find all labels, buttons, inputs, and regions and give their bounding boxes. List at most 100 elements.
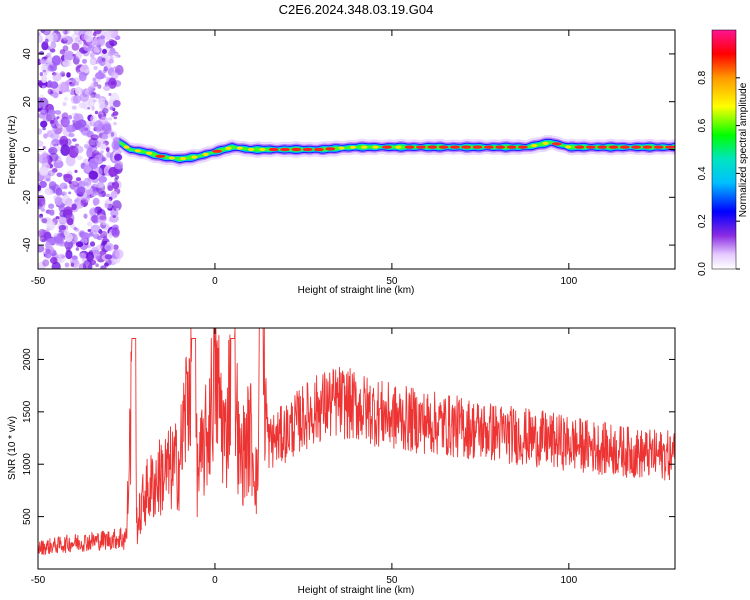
ridge-core [517,145,528,149]
y-tick-label: 500 [22,508,33,525]
noise-speckle [93,120,104,132]
noise-speckle [106,147,110,152]
noise-speckle [90,115,98,123]
noise-speckle [111,113,115,117]
noise-speckle [92,253,101,261]
noise-speckle [56,172,63,178]
ridge-core [191,155,198,159]
noise-speckle [110,190,118,199]
noise-speckle [49,120,55,124]
x-tick-label: 100 [560,575,577,586]
noise-speckle [99,215,107,221]
noise-speckle [109,39,115,43]
noise-speckle [115,249,124,259]
noise-speckle [61,73,65,77]
ridge-core [134,149,141,153]
ridge-core [542,141,549,145]
ridge-core [506,145,517,149]
ridge-core [155,154,166,158]
noise-speckle [82,64,89,71]
noise-speckle [49,210,55,216]
noise-speckle [45,57,53,64]
spectrogram-panel: -50 0 50 100 40 20 0 -20 -40 Height of straight… [7,29,676,296]
noise-speckle [89,207,98,218]
noise-speckle [108,50,114,57]
noise-speckle [114,160,124,170]
noise-speckle [85,189,93,195]
spectrogram-x-axis-label: Height of straight line (km) [298,285,415,296]
ridge-core [642,145,653,149]
colorbar-tick-label: 0.6 [697,118,708,132]
noise-speckle [72,138,77,142]
ridge-core [608,145,619,149]
x-tick-label: -50 [31,276,46,287]
noise-speckle [64,262,70,268]
noise-speckle [112,181,120,190]
noise-speckle [66,217,74,226]
noise-speckle [39,58,47,64]
noise-speckle [105,245,112,251]
ridge-core [619,145,630,149]
noise-speckle [95,71,105,80]
snr-y-axis-label: SNR (10 * v/v) [7,416,18,480]
ridge-core [123,145,130,149]
noise-speckle [74,81,79,86]
colorbar-label: Normalized spectral amplitude [738,82,749,217]
noise-speckle [68,191,72,195]
noise-speckle [95,255,102,261]
ridge-core [259,147,266,152]
noise-speckle [115,175,120,180]
ridge-core [291,147,302,152]
noise-speckle [48,147,58,155]
noise-speckle [47,170,56,177]
noise-speckle [108,166,118,177]
noise-speckle [95,181,105,189]
noise-speckle [48,109,56,115]
noise-speckle [100,35,105,40]
noise-speckle [104,254,113,260]
snr-frame [37,327,676,570]
y-tick-label: 40 [22,48,33,60]
noise-speckle [95,263,99,268]
ridge-core [212,149,223,153]
noise-speckle [62,45,69,52]
noise-speckle [94,206,103,214]
ridge-core [653,145,664,149]
noise-speckle [101,134,109,140]
noise-speckle [51,261,61,269]
noise-speckle [104,198,114,209]
noise-speckle [94,154,103,164]
noise-speckle [86,251,94,262]
noise-speckle [93,46,99,53]
noise-speckle [47,64,58,72]
noise-speckle [79,252,87,260]
noise-speckle [43,133,48,139]
noise-speckle [104,31,112,41]
noise-speckle [89,52,95,59]
noise-speckle [94,30,102,35]
noise-speckle [108,58,114,64]
noise-speckle [38,80,42,84]
noise-speckle [108,217,115,223]
noise-speckle [107,117,113,121]
snr-x-ticks: -50 0 50 100 [31,328,578,586]
noise-speckle [98,192,105,198]
noise-speckle [66,89,71,93]
noise-speckle [75,189,81,195]
noise-speckle [111,229,119,236]
noise-speckle [61,112,69,120]
noise-speckle [81,33,87,41]
ridge-core [381,145,392,149]
ridge-core [180,157,187,161]
noise-speckle [49,48,56,53]
colorbar-tick-label: 0.8 [697,70,708,84]
noise-speckle [72,94,81,104]
noise-speckle [98,100,105,109]
snr-panel: -50 0 50 100 500 1000 1500 2000 Height of stra… [7,327,676,596]
noise-speckle [91,214,99,223]
noise-speckle [87,229,92,232]
noise-speckle [47,188,52,192]
noise-speckle [38,244,45,253]
noise-speckle [71,105,77,110]
noise-speckle [113,244,119,250]
